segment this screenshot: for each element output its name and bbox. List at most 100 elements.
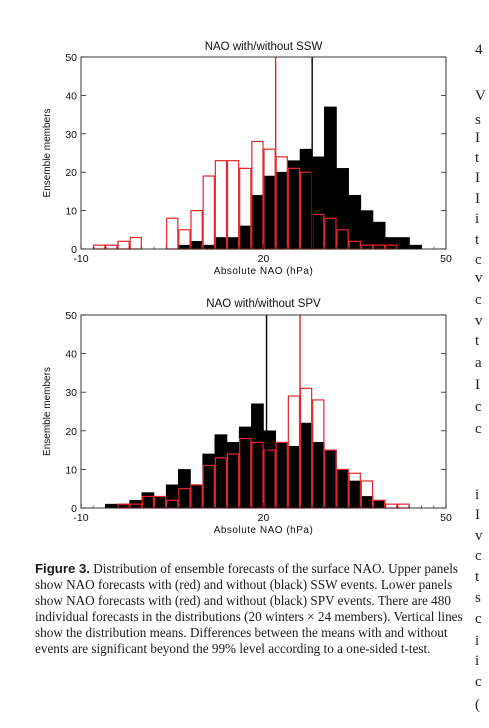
bar-with	[385, 503, 398, 509]
bar-without	[153, 496, 167, 509]
bar-without	[263, 430, 276, 509]
bar-with	[166, 217, 179, 250]
edge-glyph: i	[475, 633, 480, 649]
bar-without	[287, 160, 301, 250]
y-tick-label: 10	[65, 464, 77, 476]
bar-with	[202, 175, 215, 250]
bar-without	[251, 194, 264, 250]
y-tick-label: 20	[65, 426, 77, 438]
x-tick-label: 50	[440, 253, 452, 265]
x-tick-label: 20	[258, 512, 270, 524]
bar-without	[409, 244, 422, 250]
y-tick-label: 30	[65, 129, 77, 141]
edge-glyph: I	[475, 377, 480, 393]
caption-text: Distribution of ensemble forecasts of th…	[35, 561, 463, 657]
edge-glyph: v	[475, 528, 483, 544]
edge-glyph: v	[475, 270, 483, 286]
bar-without	[263, 175, 276, 250]
y-tick-label: 20	[65, 167, 77, 179]
edge-glyph: v	[475, 313, 483, 329]
y-axis-label: Ensemble members	[42, 109, 53, 198]
edge-glyph: c	[475, 252, 482, 268]
chart-title: NAO with/without SSW	[205, 41, 323, 53]
edge-glyph: a	[475, 355, 482, 371]
edge-glyph: t	[475, 232, 480, 248]
edge-glyph: c	[475, 674, 482, 690]
bar-with	[129, 236, 142, 250]
edge-glyph: I	[475, 170, 480, 186]
bar-without	[214, 237, 228, 250]
x-tick-label: -10	[73, 253, 88, 265]
y-tick-label: 40	[65, 349, 77, 361]
bar-without	[190, 484, 203, 509]
bar-without	[384, 237, 398, 250]
edge-glyph: s	[475, 590, 481, 606]
x-axis-label: Absolute NAO (hPa)	[214, 266, 314, 277]
bar-without	[226, 442, 240, 509]
bar-without	[226, 237, 240, 250]
bar-without	[287, 445, 301, 509]
bar-without	[336, 168, 349, 250]
bar-with	[397, 503, 410, 509]
bar-with	[105, 244, 118, 250]
bar-with	[93, 244, 106, 250]
edge-glyph: c	[475, 399, 482, 415]
edge-glyph: i	[475, 653, 480, 669]
bar-with	[226, 160, 240, 250]
bar-without	[360, 496, 374, 509]
edge-glyph: i	[475, 487, 480, 503]
figure-caption: Figure 3. Distribution of ensemble forec…	[35, 561, 463, 658]
x-tick-label: -10	[73, 512, 88, 524]
series-without	[178, 106, 422, 250]
x-tick-label: 20	[258, 253, 270, 265]
bar-without	[299, 148, 313, 250]
bar-without	[202, 453, 216, 509]
bar-without	[251, 403, 264, 509]
bar-without	[324, 449, 337, 509]
y-tick-label: 10	[65, 206, 77, 218]
y-tick-label: 0	[71, 503, 77, 515]
bar-without	[275, 442, 289, 509]
y-tick-label: 30	[65, 387, 77, 399]
bar-without	[397, 237, 410, 250]
y-tick-label: 50	[65, 52, 77, 64]
bar-without	[141, 492, 155, 509]
edge-glyph: t	[475, 569, 480, 585]
x-axis-label: Absolute NAO (hPa)	[214, 525, 314, 536]
bar-without	[324, 106, 337, 250]
edge-glyph: s	[475, 112, 481, 128]
y-tick-label: 50	[65, 310, 77, 322]
edge-glyph: c	[475, 548, 482, 564]
bar-without	[275, 171, 289, 250]
chart-panel-1: NAO with/without SSW 0 10 20 30 40 50 -10 20 50 Ab…	[42, 41, 452, 277]
edge-glyph: t	[475, 150, 480, 166]
edge-glyph: V	[475, 88, 486, 104]
y-tick-label: 40	[65, 90, 77, 102]
edge-glyph: c	[475, 292, 482, 308]
chart-panel-2: NAO with/without SPV 0 10 20 30 40 50 -10 20 50 Ab…	[42, 298, 452, 536]
bar-with	[214, 160, 228, 250]
bar-without	[311, 442, 325, 509]
bar-with	[117, 240, 130, 250]
x-tick-label: 50	[440, 512, 452, 524]
series-without	[105, 403, 386, 509]
edge-glyph: c	[475, 421, 482, 437]
edge-glyph: I	[475, 191, 480, 207]
chart-title: NAO with/without SPV	[206, 298, 321, 310]
bar-without	[348, 480, 362, 509]
bar-without	[311, 156, 325, 250]
edge-glyph: I	[475, 507, 480, 523]
edge-glyph: (	[475, 697, 480, 713]
bar-without	[336, 469, 349, 509]
bar-without	[214, 434, 228, 509]
bar-without	[360, 210, 374, 250]
y-tick-label: 0	[71, 244, 77, 256]
bar-without	[238, 225, 252, 250]
bar-without	[372, 499, 386, 509]
edge-glyph: i	[475, 211, 480, 227]
bar-without	[299, 422, 313, 509]
edge-glyph: t	[475, 333, 480, 349]
caption-label: Figure 3.	[35, 561, 90, 576]
